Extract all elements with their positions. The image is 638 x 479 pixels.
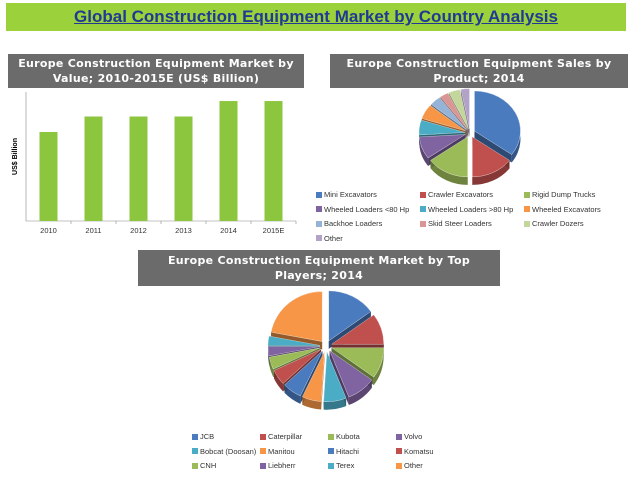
- bar-x-tick-label: 2013: [175, 226, 192, 235]
- legend-label: Caterpillar: [268, 432, 303, 441]
- bar-chart-title: Europe Construction Equipment Market by …: [8, 54, 304, 88]
- legend-label: Liebherr: [268, 461, 296, 470]
- legend-swatch: [328, 462, 334, 469]
- bar-2011: [84, 116, 103, 221]
- players-pie-slice-manitou: [302, 351, 325, 410]
- legend-label: Terex: [336, 461, 355, 470]
- bar-x-tick-label: 2011: [85, 226, 101, 235]
- players-pie-legend-item: Volvo: [396, 432, 422, 441]
- legend-swatch: [316, 206, 322, 212]
- legend-label: Kubota: [336, 432, 360, 441]
- legend-label: Wheeled Loaders <80 Hp: [324, 204, 410, 214]
- players-pie-title: Europe Construction Equipment Market by …: [138, 250, 500, 286]
- legend-swatch: [260, 433, 266, 440]
- players-pie-chart: [267, 290, 384, 410]
- legend-label: CNH: [200, 461, 217, 470]
- bar-y-axis-label: US$ Billion: [12, 138, 19, 175]
- legend-swatch: [260, 462, 266, 469]
- legend-swatch: [420, 206, 426, 212]
- legend-swatch: [328, 448, 334, 454]
- bar-x-tick-label: 2010: [40, 226, 57, 235]
- legend-label: Backhoe Loaders: [324, 219, 383, 228]
- product-pie-legend: Mini Excavators Crawler Excavators Rigid D…: [316, 190, 632, 246]
- legend-swatch: [420, 220, 426, 227]
- product-pie-legend-item: Wheeled Loaders >80 Hp: [420, 205, 513, 214]
- page-title: Global Construction Equipment Market by …: [6, 3, 626, 31]
- legend-swatch: [316, 235, 322, 241]
- bar-2012: [129, 116, 148, 221]
- product-pie-chart: [418, 88, 521, 185]
- legend-swatch: [396, 462, 402, 469]
- bar-x-tick-label: 2015E: [263, 226, 285, 235]
- legend-swatch: [260, 448, 266, 454]
- bar-chart: 2010 2011 2012 2013 2014 2015E US$ Billion: [12, 92, 297, 235]
- players-pie-slice-bobcat-doosan-: [323, 351, 347, 410]
- legend-label: Manitou: [268, 446, 295, 456]
- players-pie-slice-volvo: [329, 350, 372, 406]
- legend-label: Bobcat (Doosan): [200, 446, 257, 456]
- legend-swatch: [524, 220, 530, 227]
- product-pie-slice-mini-excavators: [474, 90, 521, 163]
- players-pie-legend: JCB Caterpillar Kubota Volvo Bobcat (Doosan)…: [192, 432, 492, 477]
- bar-x-tick-label: 2012: [130, 226, 147, 235]
- legend-label: Mini Excavators: [324, 190, 377, 199]
- legend-label: Skid Steer Loaders: [428, 219, 492, 228]
- legend-swatch: [192, 448, 198, 454]
- bar-x-tick-label: 2014: [220, 226, 237, 235]
- product-pie-legend-item: Rigid Dump Trucks: [524, 190, 595, 199]
- bar-2010: [39, 131, 58, 221]
- legend-label: Crawler Excavators: [428, 190, 494, 199]
- product-pie-legend-item: Crawler Excavators: [420, 190, 493, 199]
- product-pie-legend-item: Skid Steer Loaders: [420, 219, 492, 228]
- legend-swatch: [316, 220, 322, 227]
- legend-label: Komatsu: [404, 446, 434, 456]
- legend-swatch: [316, 191, 322, 198]
- product-pie-slice-crawler-excavators: [472, 136, 510, 185]
- players-pie-legend-item: CNH: [192, 461, 216, 470]
- legend-label: Wheeled Excavators: [532, 204, 601, 214]
- players-pie-legend-item: Liebherr: [260, 461, 296, 470]
- players-pie-legend-item: Manitou: [260, 447, 295, 456]
- bar-2015E: [264, 101, 283, 221]
- legend-swatch: [396, 433, 402, 440]
- legend-label: Wheeled Loaders >80 Hp: [428, 204, 514, 214]
- legend-label: Crawler Dozers: [532, 219, 584, 228]
- legend-swatch: [396, 448, 402, 454]
- product-pie-legend-item: Crawler Dozers: [524, 219, 584, 228]
- product-pie-legend-item: Wheeled Loaders <80 Hp: [316, 205, 409, 214]
- players-pie-legend-item: Kubota: [328, 432, 360, 441]
- legend-swatch: [328, 433, 334, 440]
- players-pie-legend-item: Caterpillar: [260, 432, 302, 441]
- players-pie-legend-item: Hitachi: [328, 447, 359, 456]
- players-pie-legend-item: Other: [396, 461, 423, 470]
- legend-swatch: [192, 462, 198, 469]
- bar-2014: [219, 101, 238, 221]
- product-pie-legend-item: Wheeled Excavators: [524, 205, 601, 214]
- product-pie-legend-item: Other: [316, 234, 343, 243]
- product-pie-title: Europe Construction Equipment Sales by P…: [330, 54, 628, 88]
- legend-swatch: [192, 433, 198, 440]
- legend-label: Volvo: [404, 432, 423, 441]
- bar-2013: [174, 116, 193, 221]
- product-pie-legend-item: Mini Excavators: [316, 190, 377, 199]
- players-pie-legend-item: Komatsu: [396, 447, 434, 456]
- players-pie-legend-item: Bobcat (Doosan): [192, 447, 256, 456]
- legend-swatch: [420, 191, 426, 198]
- legend-label: Hitachi: [336, 446, 359, 456]
- legend-label: Rigid Dump Trucks: [532, 190, 596, 199]
- legend-swatch: [524, 191, 530, 198]
- legend-swatch: [524, 206, 530, 212]
- product-pie-slice-rigid-dump-trucks: [430, 136, 468, 185]
- players-pie-legend-item: JCB: [192, 432, 214, 441]
- legend-label: JCB: [200, 432, 215, 441]
- legend-label: Other: [404, 461, 423, 470]
- legend-label: Other: [324, 233, 343, 243]
- players-pie-legend-item: Terex: [328, 461, 354, 470]
- product-pie-legend-item: Backhoe Loaders: [316, 219, 382, 228]
